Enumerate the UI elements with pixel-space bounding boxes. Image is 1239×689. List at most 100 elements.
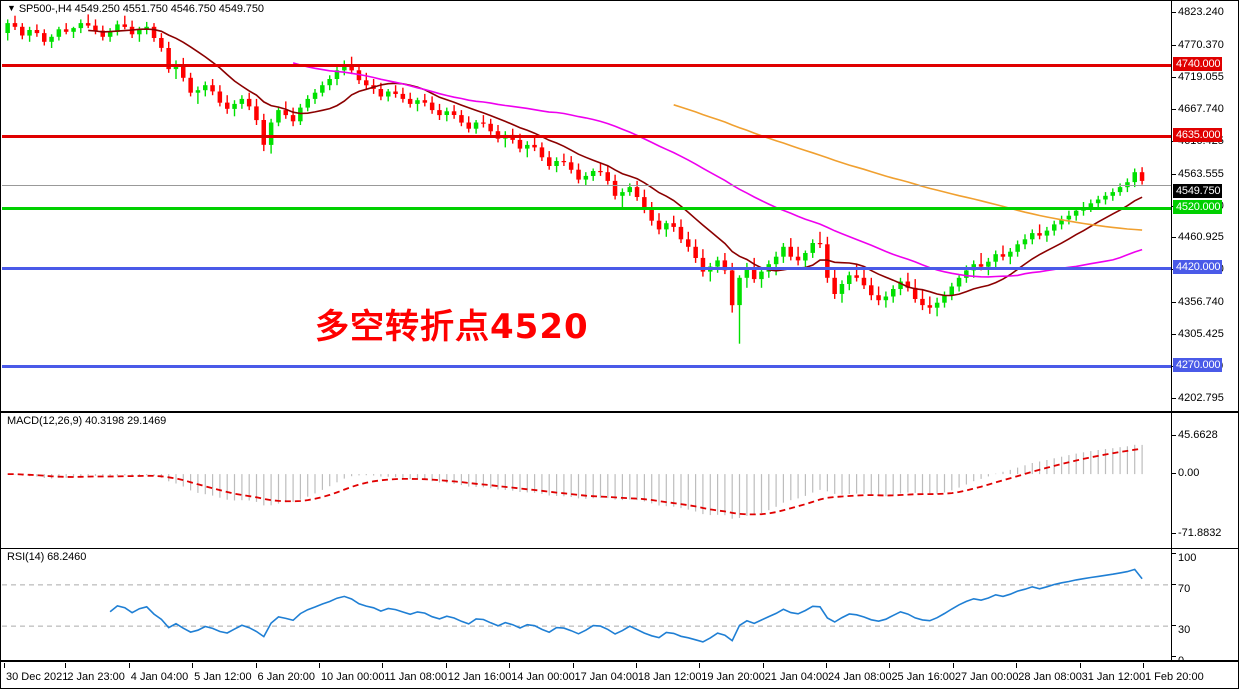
macd-axis-tick-label: 45.6628 [1178, 429, 1218, 441]
time-axis-label: 19 Jan 20:00 [701, 671, 765, 683]
time-axis-tickmark [128, 663, 130, 668]
price-axis-tick-label: 4356.740 [1178, 296, 1224, 309]
rsi-series-svg [2, 568, 1171, 643]
time-axis-tickmark [699, 663, 701, 668]
price-axis-tick-label: 4823.240 [1178, 6, 1224, 19]
price-axis-tickmark [1172, 397, 1176, 399]
time-axis-label: 24 Jan 08:00 [828, 671, 892, 683]
macd-axis-tickmark [1172, 435, 1176, 436]
time-axis-tickmark [1143, 663, 1144, 668]
rsi-legend: RSI(14) 68.2460 [7, 551, 87, 563]
price-axis-tickmark [1172, 173, 1176, 175]
time-axis-label: 17 Jan 04:00 [574, 671, 639, 683]
time-axis-tickmark [952, 663, 954, 668]
rsi-axis[interactable]: 10070300 [1171, 549, 1238, 667]
price-axis-tick-label: 4563.555 [1178, 167, 1224, 180]
time-axis-label: 1 Feb 20:00 [1145, 671, 1204, 683]
rsi-axis-tick-label: 30 [1178, 624, 1191, 637]
time-axis-tickmark [445, 663, 447, 668]
time-axis-label: 18 Jan 12:00 [637, 671, 702, 683]
time-axis-labels: 30 Dec 2021 2 Jan 23:00 4 Jan 04:00 5 Jan 1… [2, 663, 1204, 687]
collapse-triangle-icon[interactable]: ▼ [7, 3, 16, 13]
price-axis-tickmark [1172, 334, 1176, 336]
chart-annotation-text: 多空转折点4520 [315, 307, 589, 347]
time-axis-tickmark [635, 663, 637, 668]
price-axis-tickmark [1172, 77, 1176, 79]
rsi-axis-tick-label: 70 [1178, 582, 1191, 595]
macd-plot-area[interactable] [2, 414, 1171, 547]
price-axis-tickmark [1172, 109, 1176, 110]
rsi-axis-tickmark [1172, 625, 1176, 627]
price-level-badge-pivot[interactable]: 4520.000 [1173, 200, 1223, 214]
time-axis-tickmark [192, 663, 194, 668]
time-axis-label: 2 Jan 23:00 [67, 671, 125, 683]
time-axis-label: 12 Jan 16:00 [447, 671, 512, 683]
rsi-axis-tickmark [1172, 553, 1176, 554]
rsi-axis-tick-label: 100 [1178, 552, 1197, 564]
price-level-badge-resistance[interactable]: 4635.000 [1173, 128, 1223, 142]
macd-legend: MACD(12,26,9) 40.3198 29.1469 [7, 415, 167, 427]
time-axis-tickmark [509, 663, 511, 668]
time-axis-label: 21 Jan 04:00 [764, 671, 829, 683]
time-axis-tickmark [4, 663, 5, 668]
time-axis-label: 5 Jan 12:00 [194, 671, 252, 683]
macd-axis-tick-label: 0.00 [1178, 467, 1200, 480]
time-axis-tickmark [826, 663, 828, 668]
price-axis-tickmark [1172, 45, 1176, 47]
price-level-badge-support[interactable]: 4420.000 [1173, 260, 1223, 274]
price-line-4635 [2, 135, 1171, 138]
price-axis-tick-label: 4719.055 [1178, 71, 1224, 84]
time-axis-tickmark [255, 663, 257, 668]
price-chart-panel[interactable]: 多空转折点4520 ▼ SP500-,H4 4549.250 4551.750 4… [0, 0, 1239, 412]
time-axis-label: 6 Jan 20:00 [257, 671, 316, 683]
rsi-plot-area[interactable] [2, 550, 1171, 659]
price-plot-area[interactable]: 多空转折点4520 [2, 2, 1171, 410]
price-legend-text: SP500-,H4 4549.250 4551.750 4546.750 454… [18, 3, 264, 15]
macd-axis-tickmark [1172, 533, 1176, 534]
price-line-4740 [2, 64, 1171, 67]
price-axis-tick-label: 4305.425 [1178, 328, 1224, 341]
time-axis-label: 10 Jan 00:00 [320, 671, 385, 683]
rsi-panel[interactable]: RSI(14) 68.2460 10070300 [0, 548, 1239, 667]
price-level-badge-last-price[interactable]: 4549.750 [1173, 184, 1223, 198]
time-axis-label: 25 Jan 16:00 [891, 671, 956, 683]
macd-axis-tickmark [1172, 473, 1176, 475]
macd-series-svg [7, 444, 1143, 519]
price-axis-tick-label: 4460.925 [1178, 231, 1224, 244]
price-axis[interactable]: 4823.2404770.3704719.0554667.7404616.425… [1171, 1, 1238, 411]
price-line-last [2, 185, 1171, 186]
time-axis-tickmark [1016, 663, 1018, 668]
price-axis-tickmark [1172, 302, 1176, 304]
time-axis-panel[interactable]: 30 Dec 2021 2 Jan 23:00 4 Jan 04:00 5 Jan 1… [0, 661, 1239, 689]
time-axis-tickmark [1079, 663, 1081, 668]
rsi-axis-tickmark [1172, 656, 1176, 657]
time-axis-tickmark [318, 663, 320, 668]
price-level-badge-resistance[interactable]: 4740.000 [1173, 57, 1223, 71]
time-axis-label: 11 Jan 08:00 [384, 671, 448, 683]
macd-panel[interactable]: MACD(12,26,9) 40.3198 29.1469 45.6628 0.0… [0, 412, 1239, 549]
price-series-svg [5, 14, 1145, 344]
time-axis-tickmark [762, 663, 764, 668]
price-legend: ▼ SP500-,H4 4549.250 4551.750 4546.750 45… [7, 3, 264, 15]
time-axis-label: 28 Jan 08:00 [1018, 671, 1082, 683]
rsi-axis-tickmark [1172, 583, 1176, 585]
price-axis-tick-label: 4667.740 [1178, 103, 1224, 115]
time-axis-label: 30 Dec 2021 [6, 671, 69, 683]
price-axis-tick-label: 4770.370 [1178, 39, 1224, 52]
price-line-4270 [2, 365, 1171, 368]
time-axis-label: 14 Jan 00:00 [511, 671, 575, 683]
time-axis-tickmark [572, 663, 574, 668]
time-axis-tickmark [889, 663, 891, 668]
macd-axis-tick-label: -71.8832 [1178, 527, 1222, 539]
price-line-4420 [2, 267, 1171, 270]
price-level-badge-support[interactable]: 4270.000 [1173, 358, 1223, 372]
price-line-4520 [2, 207, 1171, 210]
time-axis-tickmark [65, 663, 67, 668]
time-axis-label: 27 Jan 00:00 [954, 671, 1019, 683]
time-axis-label: 4 Jan 04:00 [130, 671, 189, 683]
macd-axis[interactable]: 45.6628 0.00 -71.8832 [1171, 413, 1238, 548]
price-axis-tickmark [1172, 12, 1176, 14]
time-axis-label: 31 Jan 12:00 [1081, 671, 1146, 683]
time-axis-tickmark [382, 663, 384, 668]
